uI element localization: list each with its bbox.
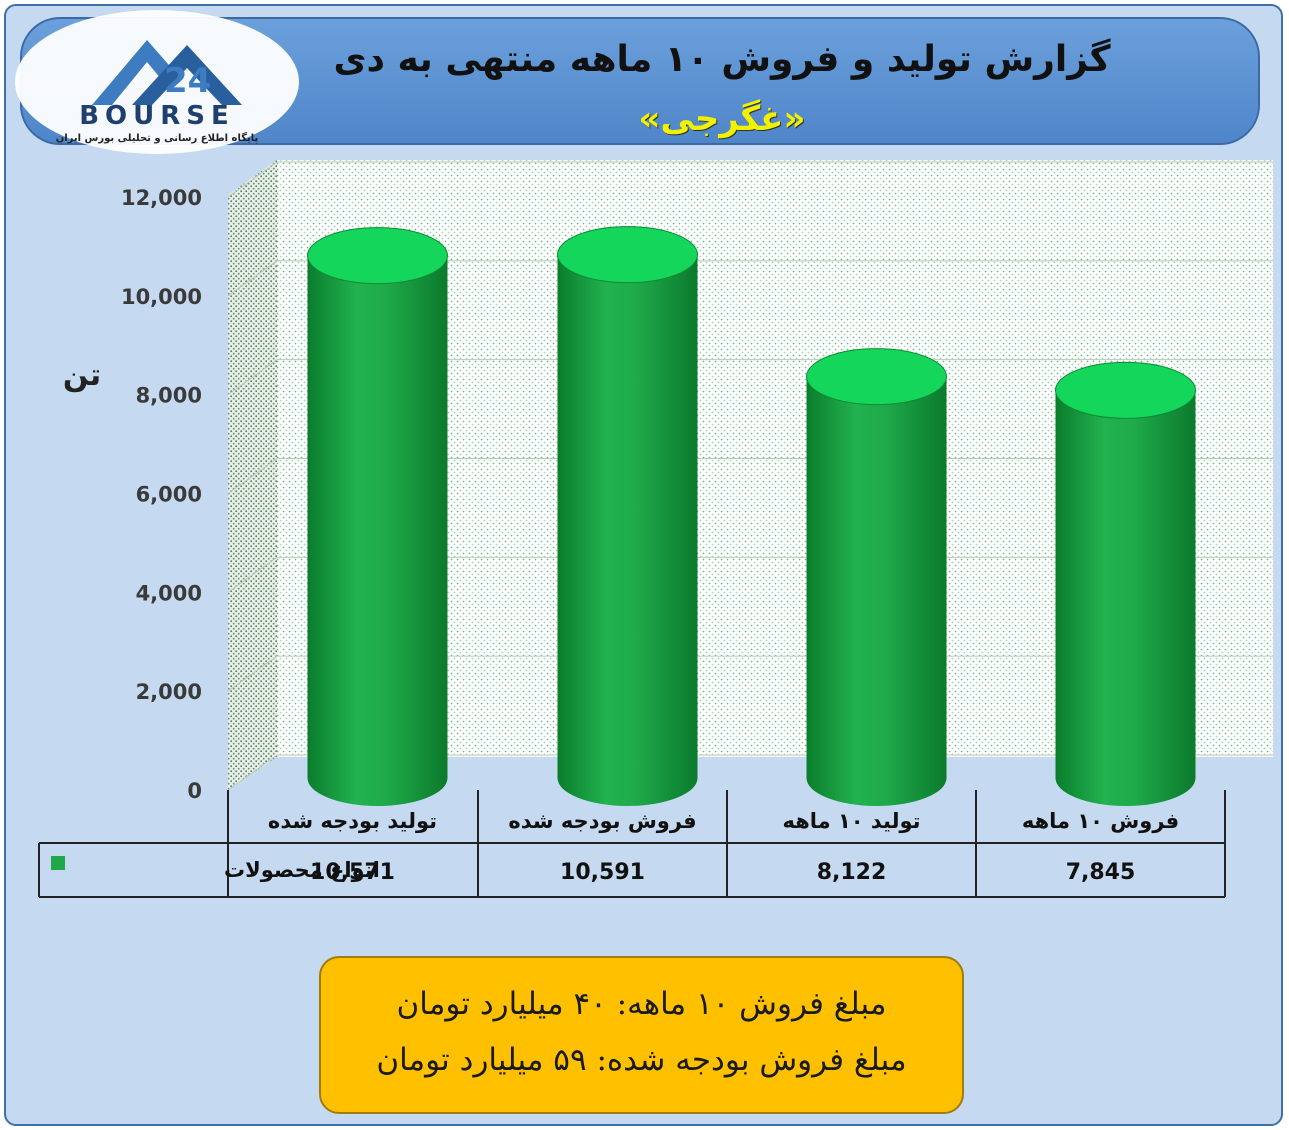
- bar-body: [307, 255, 448, 807]
- data-label: 7,845: [1066, 860, 1136, 885]
- gridline-side: [227, 655, 278, 692]
- category-label: تولید ۱۰ ماهه: [782, 809, 920, 833]
- legend-label: انواع محصولات: [224, 858, 380, 882]
- bar-body: [557, 254, 698, 807]
- y-tick-label: 10,000: [121, 285, 202, 309]
- bar-body: [806, 376, 947, 806]
- gridline-side: [227, 359, 278, 396]
- category-label: فروش ۱۰ ماهه: [1022, 809, 1179, 833]
- category-label: تولید بودجه شده: [268, 809, 437, 833]
- bar-top: [806, 348, 947, 406]
- data-label: 8,122: [817, 860, 887, 885]
- y-tick-label: 12,000: [121, 186, 202, 210]
- svg-text:BOURSE: BOURSE: [79, 101, 235, 131]
- bars: [307, 226, 1196, 807]
- y-tick-label: 6,000: [136, 483, 202, 507]
- info-box: مبلغ فروش ۱۰ ماهه: ۴۰ میلیارد تومان مبلغ…: [319, 956, 964, 1114]
- gridline-side: [227, 458, 278, 494]
- svg-text:24: 24: [164, 61, 211, 101]
- bar: [806, 348, 947, 806]
- gridline-side: [227, 260, 278, 297]
- y-tick-label: 8,000: [136, 384, 202, 408]
- legend-swatch: [51, 856, 65, 870]
- gridline-side: [227, 754, 278, 791]
- budget-sales-text: مبلغ فروش بودجه شده: ۵۹ میلیارد تومان: [376, 1042, 907, 1078]
- company-name: «غگرجی»: [638, 99, 806, 139]
- y-tick-label: 2,000: [136, 680, 202, 704]
- y-tick-label: 0: [187, 779, 202, 803]
- data-table: انواع محصولات: [38, 790, 1226, 898]
- gridline-side: [227, 556, 278, 593]
- y-tick-label: 4,000: [136, 581, 202, 605]
- bourse24-logo: 24 BOURSE پایگاه اطلاع رسانی و تحلیلی بو…: [12, 10, 302, 160]
- bar-top: [307, 227, 448, 285]
- bar-body: [1055, 390, 1196, 806]
- y-axis: 0 2,000 4,000 6,000 8,000 10,000 12,000: [121, 186, 202, 803]
- data-label: 10,591: [560, 860, 645, 885]
- bar: [1055, 361, 1196, 806]
- chart-side-wall: [228, 160, 277, 790]
- category-label: فروش بودجه شده: [508, 809, 696, 833]
- table-cells: تولید بودجه شده 10,571 فروش بودجه شده 10,59…: [268, 809, 1179, 885]
- bar: [557, 226, 698, 807]
- sales-amount-text: مبلغ فروش ۱۰ ماهه: ۴۰ میلیارد تومان: [396, 986, 887, 1022]
- bar-top: [557, 226, 698, 284]
- data-label: 10,571: [310, 860, 395, 885]
- bar-top: [1055, 361, 1196, 419]
- svg-text:پایگاه اطلاع رسانی و تحلیلی بو: پایگاه اطلاع رسانی و تحلیلی بورس ایران: [56, 131, 259, 144]
- y-axis-label: تن: [63, 358, 101, 393]
- bar: [307, 227, 448, 807]
- gridline-side: [227, 161, 278, 198]
- chart-title: گزارش تولید و فروش ۱۰ ماهه منتهی به دی: [333, 39, 1111, 80]
